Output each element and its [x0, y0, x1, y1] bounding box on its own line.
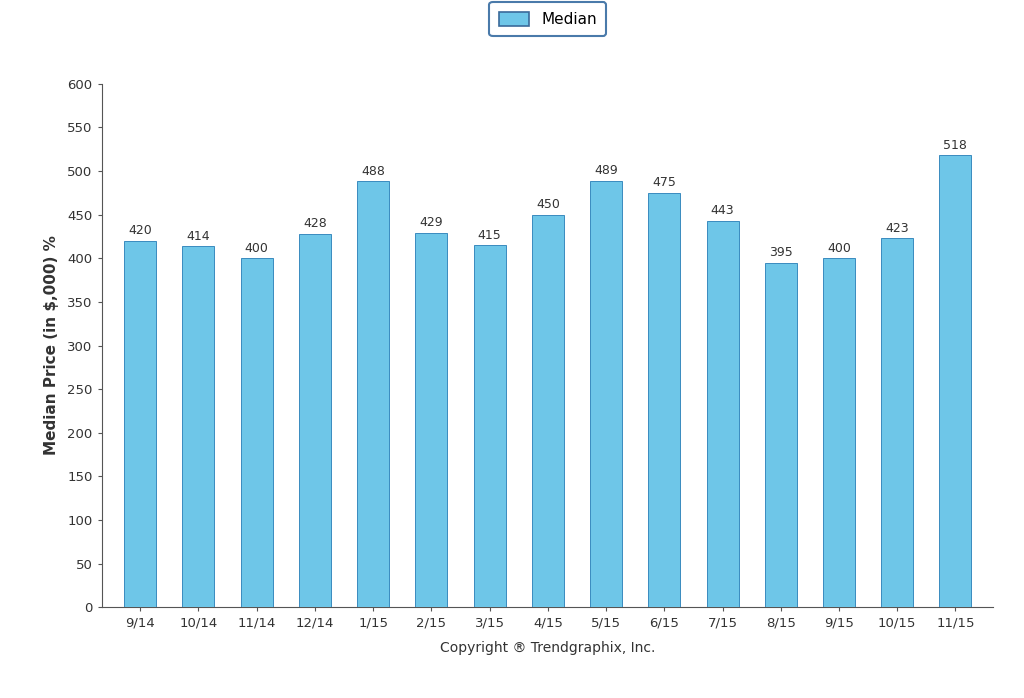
Bar: [939, 155, 972, 607]
Bar: [823, 258, 855, 607]
Text: 488: 488: [361, 165, 385, 178]
Text: 400: 400: [827, 242, 851, 255]
X-axis label: Copyright ® Trendgraphix, Inc.: Copyright ® Trendgraphix, Inc.: [440, 641, 655, 655]
Bar: [531, 215, 564, 607]
Bar: [182, 246, 214, 607]
Bar: [473, 245, 506, 607]
Text: 475: 475: [652, 177, 676, 189]
Bar: [590, 181, 623, 607]
Text: 415: 415: [478, 229, 502, 242]
Text: 400: 400: [245, 242, 268, 255]
Legend: Median: Median: [489, 2, 606, 36]
Bar: [124, 241, 157, 607]
Bar: [882, 238, 913, 607]
Text: 428: 428: [303, 217, 327, 230]
Text: 518: 518: [943, 139, 968, 151]
Bar: [299, 234, 331, 607]
Text: 395: 395: [769, 246, 793, 259]
Text: 489: 489: [594, 164, 617, 177]
Bar: [416, 233, 447, 607]
Text: 450: 450: [536, 198, 560, 211]
Text: 423: 423: [886, 222, 909, 235]
Y-axis label: Median Price (in $,000) %: Median Price (in $,000) %: [44, 235, 59, 456]
Text: 414: 414: [186, 230, 210, 242]
Bar: [357, 181, 389, 607]
Text: 429: 429: [420, 216, 443, 230]
Bar: [241, 258, 272, 607]
Bar: [765, 262, 797, 607]
Bar: [707, 221, 738, 607]
Text: 443: 443: [711, 205, 734, 217]
Text: 420: 420: [128, 224, 153, 237]
Bar: [648, 193, 680, 607]
